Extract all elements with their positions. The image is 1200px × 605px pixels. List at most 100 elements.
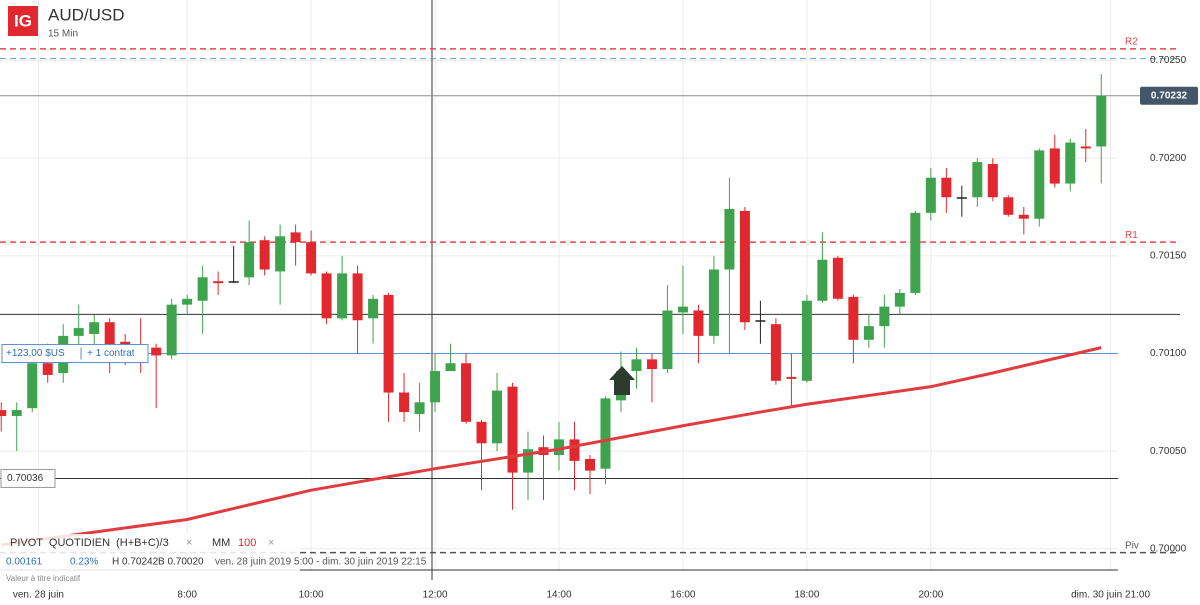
candle-body: [631, 359, 642, 372]
candle-body: [445, 363, 456, 372]
candle-body: [972, 162, 983, 198]
last-price-label: 0.70232: [1151, 90, 1188, 101]
candle-body: [677, 306, 688, 313]
candle-body: [430, 371, 441, 403]
candle-body: [662, 310, 673, 370]
x-tick-label: 16:00: [670, 590, 695, 601]
candle-body: [228, 281, 239, 283]
candle-body: [352, 273, 363, 321]
y-tick-label: 0.70250: [1150, 55, 1187, 66]
x-tick-label: 8:00: [177, 590, 197, 601]
candle-body: [894, 292, 905, 307]
y-tick-label: 0.70050: [1150, 446, 1187, 457]
candle-body: [275, 236, 286, 272]
candle-body: [708, 269, 719, 336]
change-pct: 0.23%: [70, 557, 98, 568]
position-size: + 1 contrat: [87, 348, 135, 359]
x-tick-label: dim. 30 juin 21:00: [1071, 590, 1150, 601]
low: B 0.70020: [158, 557, 204, 568]
candle-body: [306, 242, 317, 274]
x-tick-label: 14:00: [546, 590, 571, 601]
position-box: [1, 343, 149, 363]
candle-body: [1096, 95, 1107, 147]
candle-body: [27, 363, 38, 409]
candle-body: [197, 277, 208, 301]
y-tick-label: 0.70000: [1150, 543, 1187, 554]
legend: PIVOT QUOTIDIEN (H+B+C)/3 × MM 100 × 0.0…: [0, 534, 427, 588]
candle-body: [646, 359, 657, 370]
range: ven. 28 juin 2019 5:00 - dim. 30 juin 20…: [215, 557, 427, 568]
x-tick-label: ven. 28 juin: [13, 590, 64, 601]
candle-body: [11, 410, 22, 416]
chart-title: AUD/USD: [48, 5, 125, 24]
logo-text: IG: [14, 11, 32, 30]
level-label: R1: [1125, 230, 1138, 241]
candle-body: [832, 257, 843, 299]
candle-body: [1065, 142, 1076, 184]
candle-body: [213, 281, 224, 284]
candle-body: [1080, 146, 1091, 149]
candle-body: [600, 398, 611, 469]
chart-subtitle: 15 Min: [48, 29, 78, 40]
cursor-price-label: 0.70036: [7, 473, 44, 484]
change: 0.00161: [6, 557, 43, 568]
candle-body: [89, 322, 100, 334]
x-tick-label: 20:00: [918, 590, 943, 601]
legend-bg: [0, 534, 300, 588]
candle-body: [925, 177, 936, 213]
x-tick-label: 18:00: [794, 590, 819, 601]
candle-body: [801, 300, 812, 381]
level-label: Piv: [1125, 540, 1139, 551]
candle-body: [414, 402, 425, 415]
candle-body: [523, 449, 534, 473]
candle-body: [817, 259, 828, 301]
candle-body: [42, 363, 53, 375]
candle-body: [383, 294, 394, 393]
candle-body: [259, 240, 270, 270]
candle-body: [879, 306, 890, 327]
moving-average: [1, 346, 1102, 547]
candle-body: [910, 212, 921, 293]
candle-body: [1018, 214, 1029, 219]
candle-body: [399, 392, 410, 413]
cursor-price-box: [0, 468, 56, 488]
trade-arrow: [609, 366, 635, 395]
candle-body: [151, 347, 162, 356]
candle-body: [693, 310, 704, 336]
candle-body: [1034, 150, 1045, 219]
candle-body: [554, 439, 564, 456]
note: Valeur à titre indicatif: [6, 574, 81, 583]
y-tick-label: 0.70100: [1150, 348, 1187, 359]
candle-body: [739, 210, 750, 323]
close-button[interactable]: ×: [186, 537, 192, 549]
candle-body: [368, 298, 379, 319]
candle-body: [244, 242, 255, 278]
candle-body: [476, 421, 487, 444]
level-label: R2: [1125, 36, 1138, 47]
plot: [0, 48, 1180, 554]
ma-label: MM: [212, 537, 230, 549]
candle-body: [584, 458, 595, 471]
ma-period: 100: [238, 537, 256, 549]
candle-body: [755, 320, 766, 322]
high: H 0.70242: [112, 557, 159, 568]
close-button[interactable]: ×: [268, 537, 274, 549]
candle-body: [956, 197, 967, 199]
x-tick-label: 10:00: [299, 590, 324, 601]
candle-body: [0, 410, 7, 416]
y-tick-label: 0.70150: [1150, 250, 1187, 261]
candle-body: [863, 326, 874, 340]
candle-body: [770, 324, 781, 381]
candle-body: [1003, 197, 1014, 215]
candle-body: [507, 386, 518, 473]
candle-body: [848, 296, 859, 340]
candle-body: [290, 232, 301, 243]
candle-body: [321, 273, 332, 319]
last-price-box: [1140, 86, 1198, 105]
candle-body: [104, 322, 115, 346]
grid: [0, 0, 1118, 570]
candle-body: [987, 164, 998, 198]
pivot-label: PIVOT QUOTIDIEN (H+B+C)/3: [10, 537, 169, 549]
x-tick-label: 12:00: [423, 590, 448, 601]
